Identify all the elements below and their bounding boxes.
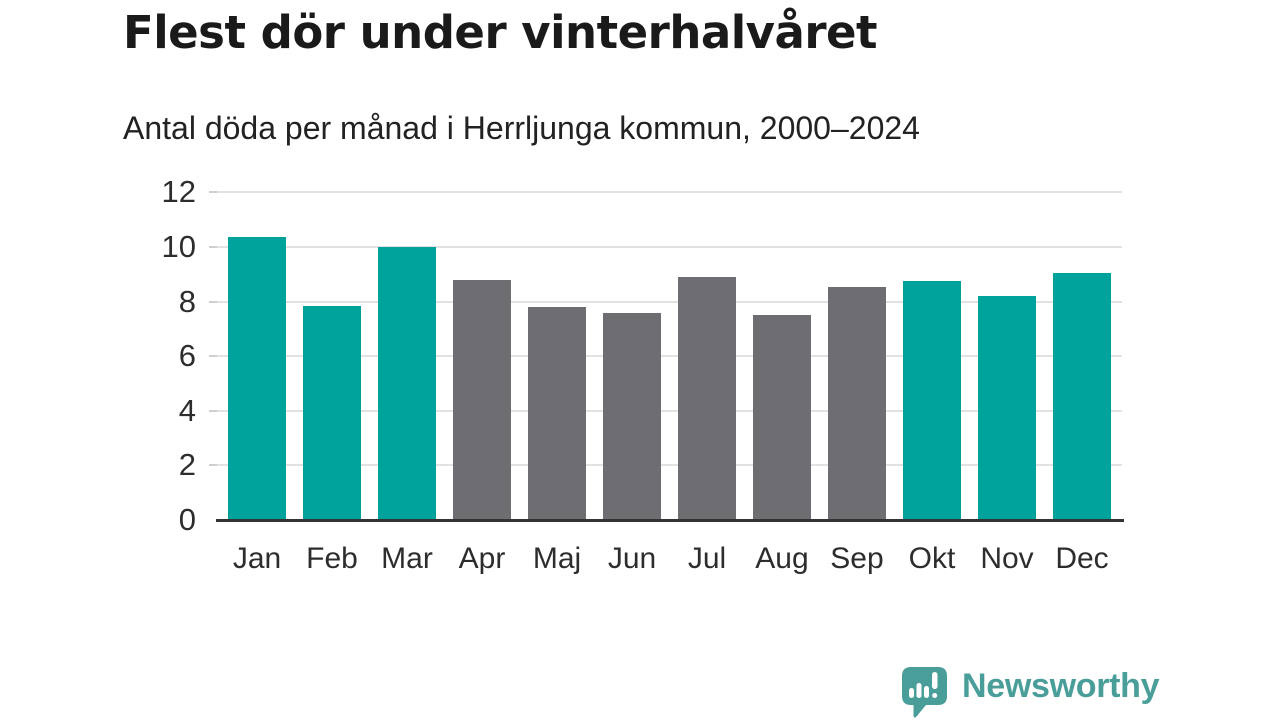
x-axis-line xyxy=(216,519,1124,522)
bar-maj xyxy=(528,307,586,520)
x-axis-label-apr: Apr xyxy=(458,542,506,575)
x-axis-label-mar: Mar xyxy=(381,542,433,575)
ytick-10 xyxy=(209,246,217,248)
bar-sep xyxy=(828,286,886,520)
gridline-y6 xyxy=(217,355,1122,358)
x-axis-label-aug: Aug xyxy=(755,542,809,575)
ytick-12 xyxy=(209,191,217,194)
gridline-y10 xyxy=(217,246,1122,248)
chart-subtitle: Antal döda per månad i Herrljunga kommun… xyxy=(123,110,920,146)
gridline-y2 xyxy=(217,464,1122,467)
x-axis-label-nov: Nov xyxy=(980,542,1034,575)
bar-jul xyxy=(678,277,736,520)
x-axis-label-dec: Dec xyxy=(1055,542,1109,575)
bar-aug xyxy=(753,315,811,520)
gridline-y8 xyxy=(217,300,1122,303)
ytick-4 xyxy=(209,409,217,412)
y-axis-label-12: 12 xyxy=(161,174,196,210)
gridline-y4 xyxy=(217,409,1122,412)
bar-jun xyxy=(603,312,661,520)
bar-feb xyxy=(303,305,361,520)
y-axis-label-8: 8 xyxy=(178,283,196,319)
gridline-y12 xyxy=(217,191,1122,194)
x-axis-label-jun: Jun xyxy=(607,542,657,575)
y-axis-label-2: 2 xyxy=(178,447,196,483)
x-axis-label-sep: Sep xyxy=(830,542,884,575)
bar-jan xyxy=(228,237,286,520)
ytick-8 xyxy=(209,300,217,303)
newsworthy-logo-icon xyxy=(902,667,947,718)
y-axis-label-4: 4 xyxy=(178,392,196,428)
y-axis-label-0: 0 xyxy=(178,502,196,537)
x-axis-label-okt: Okt xyxy=(908,542,956,575)
bar-dec xyxy=(1053,272,1111,520)
bar-okt xyxy=(903,281,961,520)
y-axis-label-6: 6 xyxy=(178,338,196,374)
brand-name: Newsworthy xyxy=(962,667,1160,705)
ytick-2 xyxy=(209,464,217,467)
y-axis-label-10: 10 xyxy=(161,229,196,264)
x-axis-label-jan: Jan xyxy=(232,542,282,575)
bar-apr xyxy=(453,279,511,520)
x-axis-label-jul: Jul xyxy=(687,542,727,575)
x-axis-label-maj: Maj xyxy=(532,542,582,575)
chart-title: Flest dör under vinterhalvåret xyxy=(123,6,878,59)
x-axis-label-feb: Feb xyxy=(306,542,358,575)
ytick-6 xyxy=(209,355,217,358)
brand-footer: Newsworthy xyxy=(901,666,1160,719)
bar-mar xyxy=(378,247,436,520)
bar-nov xyxy=(978,296,1036,520)
